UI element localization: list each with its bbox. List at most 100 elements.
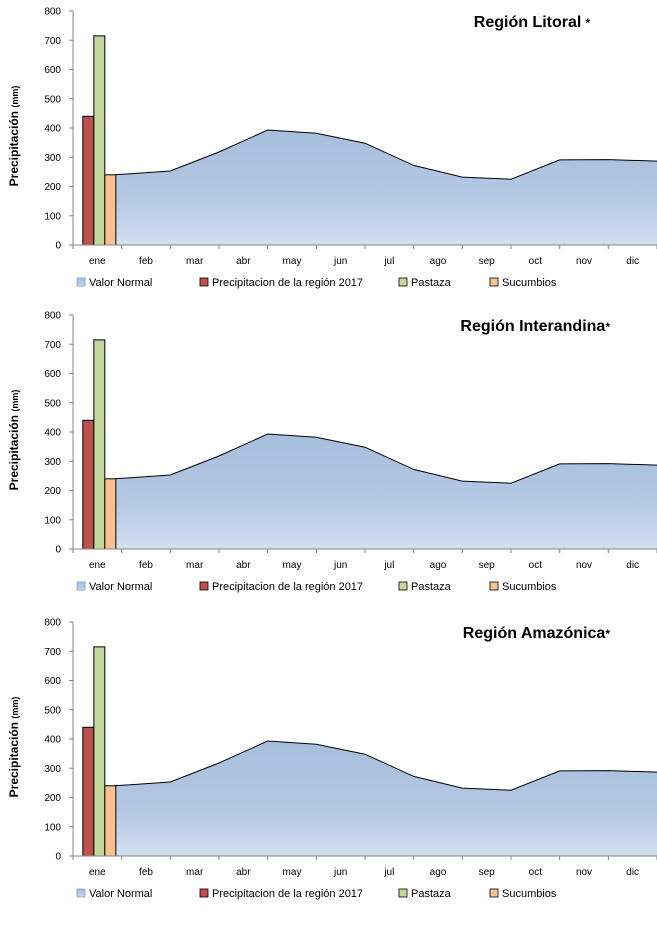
legend-label-3: Pastaza xyxy=(411,277,452,289)
legend-swatch-1 xyxy=(76,277,86,287)
y-tick-label: 100 xyxy=(44,822,61,833)
y-tick-label: 800 xyxy=(44,618,61,629)
y-tick-label: 700 xyxy=(44,36,61,47)
x-tick-label: mar xyxy=(186,867,204,878)
y-tick-label: 100 xyxy=(44,211,61,222)
y-tick-label: 200 xyxy=(44,793,61,804)
x-tick-label: sep xyxy=(479,560,496,571)
legend-swatch-2 xyxy=(199,888,209,898)
legend-swatch-3 xyxy=(398,277,408,287)
x-tick-label: abr xyxy=(236,560,251,571)
y-tick-label: 400 xyxy=(44,735,61,746)
legend-label-2: Precipitacion de la región 2017 xyxy=(212,277,363,289)
legend-swatch-3 xyxy=(398,581,408,591)
legend-label-4: Sucumbios xyxy=(502,277,557,289)
x-tick-label: jun xyxy=(333,560,347,571)
y-tick-label: 500 xyxy=(44,94,61,105)
bar-1-ene xyxy=(82,419,95,550)
bar-2-ene xyxy=(93,646,106,857)
y-tick-label: 0 xyxy=(55,545,61,556)
y-axis-title-main: Precipitación xyxy=(7,719,21,798)
x-tick-label: jun xyxy=(333,867,347,878)
x-tick-label: ago xyxy=(430,256,447,267)
chart-title-text: Región Amazónica xyxy=(463,625,606,642)
y-tick-label: 0 xyxy=(55,852,61,863)
legend-swatch-1 xyxy=(76,581,86,591)
legend-label-2: Precipitacion de la región 2017 xyxy=(212,888,363,900)
legend-label-3: Pastaza xyxy=(411,888,452,900)
y-tick-label: 400 xyxy=(44,124,61,135)
x-tick-label: jul xyxy=(383,560,394,571)
chart-1: 0 100 200 300 400 500 600 700 800 ene feb mar abr may… xyxy=(7,7,657,289)
series-area-valor-normal xyxy=(114,130,657,245)
chart-title: Región Litoral * xyxy=(474,14,591,31)
x-tick-label: feb xyxy=(139,560,153,571)
x-tick-label: may xyxy=(283,867,302,878)
y-tick-label: 400 xyxy=(44,428,61,439)
x-tick-label: ago xyxy=(430,560,447,571)
x-tick-label: may xyxy=(283,560,302,571)
x-tick-label: nov xyxy=(576,560,592,571)
x-tick-label: feb xyxy=(139,256,153,267)
legend-label-1: Valor Normal xyxy=(89,581,152,593)
bar-3-ene xyxy=(104,478,117,550)
x-tick-label: dic xyxy=(626,560,639,571)
x-tick-label: mar xyxy=(186,256,204,267)
legend-label-2: Precipitacion de la región 2017 xyxy=(212,581,363,593)
chart-title: Región Amazónica* xyxy=(463,625,611,642)
y-tick-label: 800 xyxy=(44,7,61,18)
series-area-valor-normal xyxy=(114,434,657,549)
y-tick-label: 700 xyxy=(44,340,61,351)
y-tick-label: 500 xyxy=(44,705,61,716)
legend-label-1: Valor Normal xyxy=(89,888,152,900)
bar-2-ene xyxy=(93,339,106,550)
x-tick-label: mar xyxy=(186,560,204,571)
series-line-valor-normal xyxy=(114,433,657,484)
legend-swatch-4 xyxy=(489,277,499,287)
legend-swatch-1 xyxy=(76,888,86,898)
y-axis-title-unit: (mm) xyxy=(10,390,20,412)
y-axis-title-main: Precipitación xyxy=(7,412,21,491)
legend-swatch-4 xyxy=(489,581,499,591)
x-tick-label: oct xyxy=(529,867,543,878)
x-tick-label: ene xyxy=(89,560,106,571)
chart-2: 0 100 200 300 400 500 600 700 800 ene feb mar abr may… xyxy=(7,311,657,593)
y-axis-title-unit: (mm) xyxy=(10,86,20,108)
x-tick-label: may xyxy=(283,256,302,267)
x-tick-label: abr xyxy=(236,867,251,878)
y-tick-label: 200 xyxy=(44,182,61,193)
x-tick-label: oct xyxy=(529,256,543,267)
bar-3-ene xyxy=(104,174,117,246)
legend-label-1: Valor Normal xyxy=(89,277,152,289)
x-tick-label: abr xyxy=(236,256,251,267)
y-tick-label: 700 xyxy=(44,647,61,658)
x-tick-label: ago xyxy=(430,867,447,878)
y-tick-label: 600 xyxy=(44,65,61,76)
x-tick-label: dic xyxy=(626,256,639,267)
x-tick-label: sep xyxy=(479,256,496,267)
legend-swatch-4 xyxy=(489,888,499,898)
y-axis-title-main: Precipitación xyxy=(7,108,21,187)
y-axis-title: Precipitación (mm) xyxy=(7,697,21,798)
legend-label-3: Pastaza xyxy=(411,581,452,593)
y-axis-title: Precipitación (mm) xyxy=(7,86,21,187)
legend-label-4: Sucumbios xyxy=(502,888,557,900)
y-tick-label: 500 xyxy=(44,398,61,409)
legend-label-4: Sucumbios xyxy=(502,581,557,593)
bar-1-ene xyxy=(82,726,95,857)
y-tick-label: 800 xyxy=(44,311,61,322)
bar-3-ene xyxy=(104,785,117,857)
x-tick-label: jun xyxy=(333,256,347,267)
chart-3: 0 100 200 300 400 500 600 700 800 ene feb mar abr may… xyxy=(7,618,657,900)
chart-title-text: Región Litoral xyxy=(474,14,582,31)
bar-2-ene xyxy=(93,35,106,246)
x-tick-label: feb xyxy=(139,867,153,878)
legend-swatch-3 xyxy=(398,888,408,898)
y-tick-label: 300 xyxy=(44,764,61,775)
y-tick-label: 600 xyxy=(44,676,61,687)
x-tick-label: sep xyxy=(479,867,496,878)
y-tick-label: 100 xyxy=(44,515,61,526)
chart-title-suffix: * xyxy=(585,16,590,30)
